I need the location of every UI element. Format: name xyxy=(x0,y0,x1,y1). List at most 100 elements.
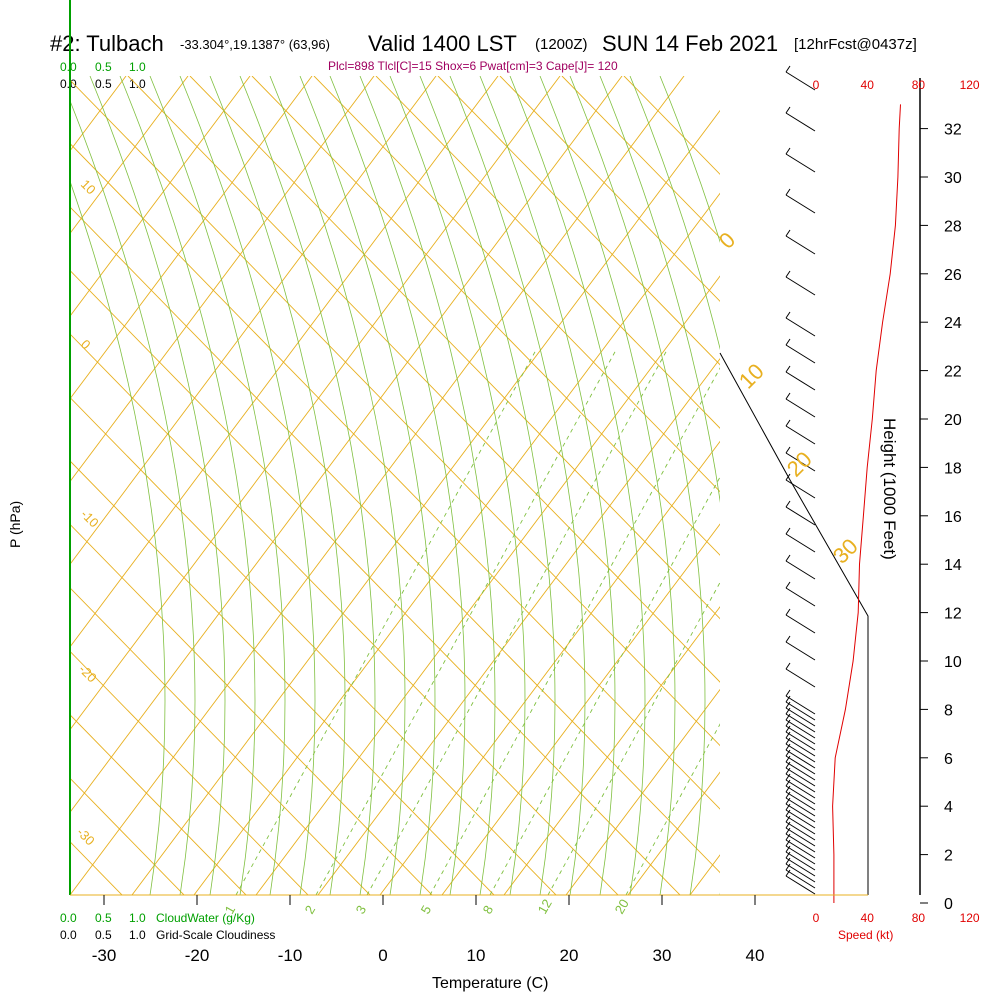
cloud-legend-top: 0.0 0.5 1.0 0.0 0.5 1.0 xyxy=(60,60,146,91)
wind-barb-flag-46 xyxy=(785,845,791,853)
wind-barb-48 xyxy=(785,863,816,883)
cloud-legend-top-black-0: 0.0 xyxy=(60,77,77,91)
wind-barb-14 xyxy=(785,533,816,553)
title-date: SUN 14 Feb 2021 xyxy=(602,31,778,56)
cloud-legend-bottom-green-0: 0.0 xyxy=(60,911,77,925)
axes: -30-20-100102030402503004005007008501000… xyxy=(70,78,980,965)
wind-barb-17 xyxy=(785,614,816,634)
wind-barb-flag-13 xyxy=(785,500,791,508)
height-tick-label-24: 24 xyxy=(944,315,962,332)
cloud-legend-bottom-black-2: 1.0 xyxy=(129,928,146,942)
moist-adiabat-10 xyxy=(329,76,466,895)
speed-tick-top-120: 120 xyxy=(960,78,980,92)
height-tick-label-32: 32 xyxy=(944,122,962,139)
cloud-legend-bottom-black-0: 0.0 xyxy=(60,928,77,942)
adiabat-line-17 xyxy=(70,269,681,895)
height-tick-label-28: 28 xyxy=(944,218,962,235)
wind-barb-31 xyxy=(785,761,816,781)
adiabat-line-23 xyxy=(251,76,720,556)
x-tick-label-0: 0 xyxy=(378,946,387,965)
wind-barb-0 xyxy=(785,71,816,91)
wind-barb-40 xyxy=(785,815,816,835)
wind-barb-flag-4 xyxy=(785,229,791,237)
isotherm-lines xyxy=(70,76,720,895)
wind-barb-flag-11 xyxy=(785,446,791,454)
wind-barb-flag-34 xyxy=(785,773,791,781)
wind-barb-flag-41 xyxy=(785,815,791,823)
height-tick-label-4: 4 xyxy=(944,799,953,816)
cloud-legend-top-black-1: 0.5 xyxy=(95,77,112,91)
moist-adiabat-17 xyxy=(539,76,676,895)
cloud-legend-top-green-1: 0.5 xyxy=(95,60,112,74)
speed-tick-top-0: 0 xyxy=(813,78,820,92)
moist-adiabat-0 xyxy=(70,180,166,895)
wind-barb-47 xyxy=(785,857,816,877)
height-tick-label-12: 12 xyxy=(944,606,962,623)
wind-barb-flag-17 xyxy=(785,608,791,616)
moist-adiabat-11 xyxy=(359,76,496,895)
height-tick-label-0: 0 xyxy=(944,896,953,913)
isotherm-line-9 xyxy=(70,76,499,648)
adiabat-line-19 xyxy=(70,142,720,810)
isotherm-line-18 xyxy=(441,523,720,895)
title-valid: Valid 1400 LST xyxy=(368,31,517,56)
speed-tick-bottom-40: 40 xyxy=(861,911,875,925)
cloud-legend-top-green-0: 0.0 xyxy=(60,60,77,74)
wind-barb-flag-2 xyxy=(785,147,791,155)
wind-barb-15 xyxy=(785,560,816,580)
wind-barb-flag-45 xyxy=(785,839,791,847)
wind-barb-11 xyxy=(785,452,816,472)
wind-barb-3 xyxy=(785,194,816,214)
title-station: #2: Tulbach xyxy=(50,31,164,56)
wind-barb-22 xyxy=(785,707,816,727)
wind-barb-9 xyxy=(785,398,816,418)
params-line: Plcl=898 Tlcl[C]=15 Shox=6 Pwat[cm]=3 Ca… xyxy=(328,59,618,73)
wind-barb-flag-7 xyxy=(785,338,791,346)
wind-barb-flag-10 xyxy=(785,419,791,427)
wind-barb-flag-12 xyxy=(785,473,791,481)
wind-barb-16 xyxy=(785,587,816,607)
wind-barb-1 xyxy=(785,112,816,132)
x-tick-label-20: 20 xyxy=(560,946,579,965)
height-tick-label-10: 10 xyxy=(944,654,962,671)
moist-adiabat-19 xyxy=(599,76,720,895)
x-axis-title: Temperature (C) xyxy=(432,975,548,992)
moist-adiabat-14 xyxy=(449,76,586,895)
isotherm-line-16 xyxy=(317,358,720,895)
wind-barb-25 xyxy=(785,725,816,745)
wind-barb-38 xyxy=(785,803,816,823)
wind-barb-flag-47 xyxy=(785,851,791,859)
isotherm-line-11 xyxy=(70,76,623,814)
adiabat-line-10 xyxy=(70,714,247,895)
moist-adiabat-7 xyxy=(239,76,376,895)
y-axis-title: P (hPa) xyxy=(7,501,23,548)
wind-barb-32 xyxy=(785,767,816,787)
speed-tick-top-40: 40 xyxy=(861,78,875,92)
isotherm-line-5 xyxy=(70,76,251,317)
mixing-label-12: 12 xyxy=(535,896,555,916)
wind-barb-flag-6 xyxy=(785,311,791,319)
wind-barb-36 xyxy=(785,791,816,811)
moist-adiabat-8 xyxy=(269,76,406,895)
moist-adiabat-16 xyxy=(509,76,646,895)
moist-adiabat-6 xyxy=(209,76,346,895)
height-tick-label-20: 20 xyxy=(944,412,962,429)
wind-barb-flag-28 xyxy=(785,737,791,745)
adiabat-line-15 xyxy=(70,396,557,895)
cloudiness-label: Grid-Scale Cloudiness xyxy=(156,928,275,942)
wind-barb-43 xyxy=(785,833,816,853)
wind-barb-flag-50 xyxy=(785,869,791,877)
wind-barb-flag-48 xyxy=(785,857,791,865)
wind-barb-flag-23 xyxy=(785,707,791,715)
height-tick-label-2: 2 xyxy=(944,848,953,865)
x-tick-label--10: -10 xyxy=(278,946,303,965)
wind-barb-flag-44 xyxy=(785,833,791,841)
wind-barb-flag-38 xyxy=(785,797,791,805)
wind-barb-34 xyxy=(785,779,816,799)
x-tick-label-10: 10 xyxy=(467,946,486,965)
height-tick-label-30: 30 xyxy=(944,170,962,187)
moist-adiabat-12 xyxy=(389,76,526,895)
wind-barb-7 xyxy=(785,344,816,364)
adiabat-line-16 xyxy=(70,333,619,895)
